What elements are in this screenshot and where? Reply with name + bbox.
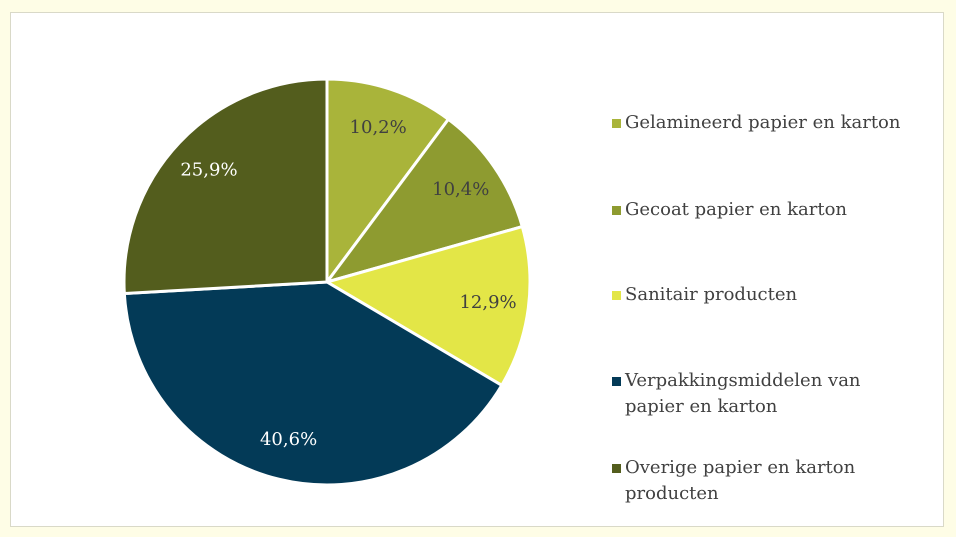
legend-label: Gelamineerd papier en karton bbox=[625, 112, 901, 133]
legend-item: Overige papier en karton producten bbox=[612, 455, 905, 507]
legend-item: Verpakkingsmiddelen van papier en karton bbox=[612, 368, 925, 420]
legend-swatch bbox=[612, 464, 621, 473]
legend-label: Gecoat papier en karton bbox=[625, 199, 848, 220]
legend-label: Sanitair producten bbox=[625, 284, 798, 305]
pie-slice bbox=[323, 224, 532, 388]
legend-item: Gecoat papier en karton bbox=[612, 197, 955, 223]
data-label: 25,9% bbox=[180, 159, 237, 180]
pie-slice bbox=[325, 77, 451, 287]
data-label: 40,6% bbox=[260, 429, 317, 450]
pie-slice bbox=[122, 77, 329, 296]
legend-swatch bbox=[612, 119, 621, 128]
pie-slice bbox=[122, 280, 504, 487]
data-label: 10,4% bbox=[432, 179, 489, 200]
legend-swatch bbox=[612, 291, 621, 300]
legend-swatch bbox=[612, 206, 621, 215]
data-label: 10,2% bbox=[350, 117, 407, 138]
legend-item: Sanitair producten bbox=[612, 282, 955, 308]
legend-swatch bbox=[612, 377, 621, 386]
legend-item: Gelamineerd papier en karton bbox=[612, 110, 955, 136]
pie-slice bbox=[323, 117, 525, 285]
data-label: 12,9% bbox=[459, 292, 516, 313]
legend-label: Verpakkingsmiddelen van papier en karton bbox=[625, 370, 861, 417]
legend-label: Overige papier en karton producten bbox=[625, 457, 856, 504]
